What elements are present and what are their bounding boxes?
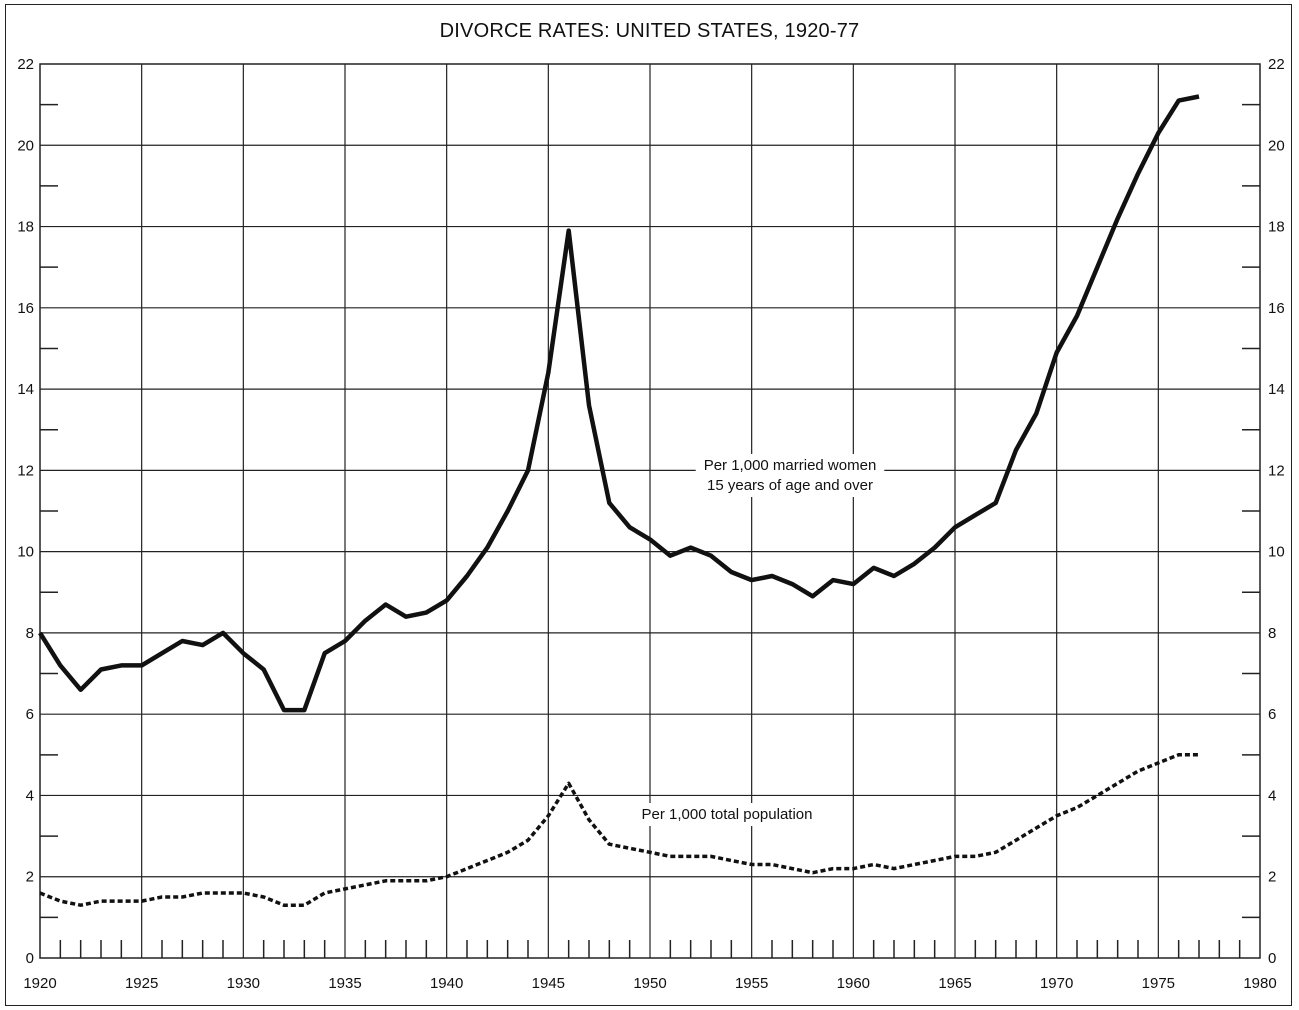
- plot-area: [39, 63, 1261, 959]
- x-tick-label: 1980: [1243, 975, 1276, 992]
- x-tick-label: 1970: [1040, 975, 1073, 992]
- label-total-population: Per 1,000 total population: [633, 803, 821, 826]
- x-tick-label: 1965: [938, 975, 971, 992]
- y-tick-label-left: 22: [17, 56, 34, 73]
- annotation-bg: [633, 803, 821, 826]
- x-tick-label: 1940: [430, 975, 463, 992]
- x-tick-label: 1960: [837, 975, 870, 992]
- y-tick-label-left: 20: [17, 137, 34, 154]
- x-tick-label: 1920: [23, 975, 56, 992]
- y-tick-label-right: 18: [1268, 219, 1285, 236]
- annotation-text: 15 years of age and over: [707, 477, 873, 494]
- y-tick-label-left: 6: [26, 706, 34, 723]
- chart-frame: [5, 4, 1292, 1006]
- y-tick-label-left: 12: [17, 462, 34, 479]
- label-married-women: Per 1,000 married women 15 years of age a…: [695, 454, 885, 497]
- y-tick-label-right: 12: [1268, 462, 1285, 479]
- y-tick-label-right: 20: [1268, 137, 1285, 154]
- y-tick-label-left: 4: [26, 787, 34, 804]
- axes: [39, 63, 1261, 959]
- grid: [40, 64, 1260, 958]
- y-tick-label-right: 8: [1268, 625, 1276, 642]
- x-tick-label: 1935: [328, 975, 361, 992]
- y-tick-label-left: 8: [26, 625, 34, 642]
- x-tick-label: 1955: [735, 975, 768, 992]
- y-tick-label-right: 10: [1268, 544, 1285, 561]
- annotation-text: Per 1,000 total population: [642, 806, 813, 823]
- annotation-text: Per 1,000 married women: [704, 457, 877, 474]
- y-tick-label-right: 14: [1268, 381, 1285, 398]
- chart-title: DIVORCE RATES: UNITED STATES, 1920-77: [439, 20, 860, 42]
- y-tick-label-left: 16: [17, 300, 34, 317]
- annotations: Per 1,000 married women 15 years of age a…: [633, 454, 885, 826]
- y-tick-label-right: 4: [1268, 787, 1276, 804]
- y-tick-label-left: 10: [17, 544, 34, 561]
- y-tick-label-left: 14: [17, 381, 34, 398]
- series-line-married-women: [38, 94, 1200, 713]
- x-tick-label: 1975: [1142, 975, 1175, 992]
- series-lines: [38, 94, 1200, 907]
- x-tick-label: 1930: [227, 975, 260, 992]
- y-tick-label-right: 0: [1268, 950, 1276, 967]
- y-tick-label-left: 0: [26, 950, 34, 967]
- y-tick-label-left: 18: [17, 219, 34, 236]
- x-tick-label: 1950: [633, 975, 666, 992]
- x-tick-label: 1925: [125, 975, 158, 992]
- series-line-total-population: [39, 753, 1199, 907]
- annotation-bg: [695, 454, 885, 497]
- y-tick-label-left: 2: [26, 869, 34, 886]
- y-tick-label-right: 6: [1268, 706, 1276, 723]
- y-tick-label-right: 22: [1268, 56, 1285, 73]
- x-tick-label: 1945: [532, 975, 565, 992]
- y-tick-label-right: 16: [1268, 300, 1285, 317]
- y-tick-label-right: 2: [1268, 869, 1276, 886]
